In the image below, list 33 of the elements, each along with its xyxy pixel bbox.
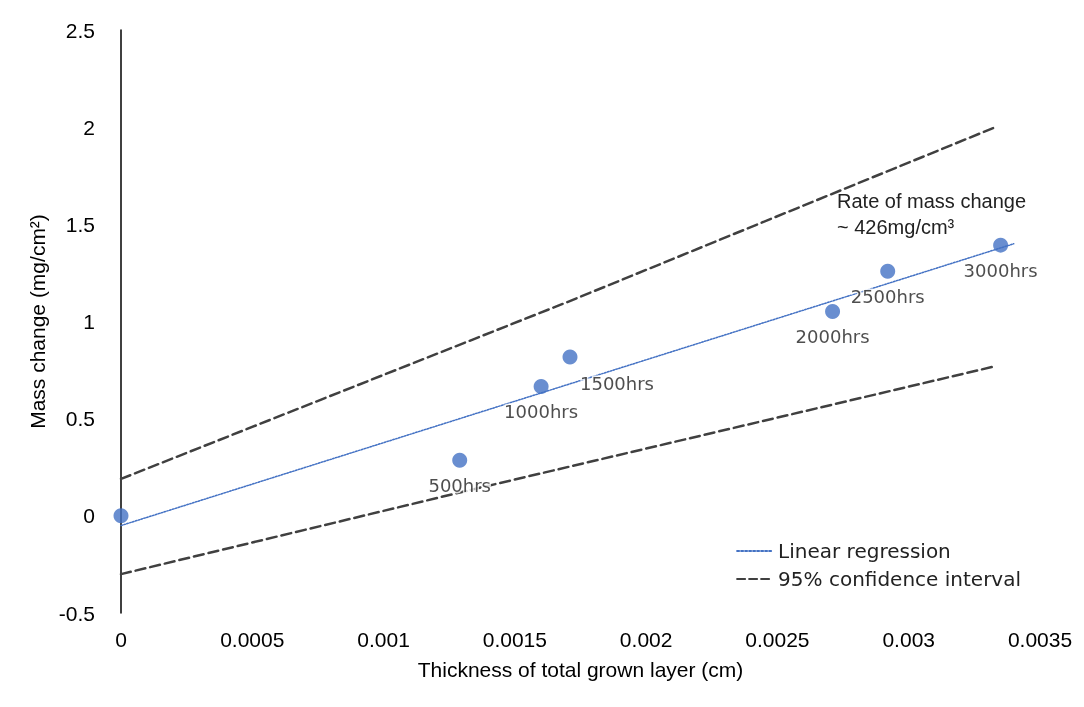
point [562, 349, 578, 365]
y-tick-label: 2 [83, 115, 95, 139]
point [825, 303, 841, 319]
x-tick-label: 0.0005 [220, 628, 285, 651]
point [533, 378, 549, 394]
annotation: 500hrs [428, 474, 491, 496]
y-tick-label: -0.5 [58, 601, 95, 625]
y-tick-label: 2.5 [65, 18, 95, 42]
point [113, 508, 129, 524]
annotation: 1000hrs [504, 400, 579, 422]
annotation: 2500hrs [850, 285, 925, 307]
x-axis-title: Thickness of total grown layer (cm) [417, 658, 744, 681]
legend-label: 95% confidence interval [778, 567, 1022, 591]
annotation: Rate of mass change ~ 426mg/cm³ [837, 190, 1027, 238]
legend-label: Linear regression [778, 539, 951, 563]
x-tick-label: 0.002 [619, 628, 673, 651]
y-tick-label: 0.5 [65, 407, 95, 431]
point [880, 263, 896, 279]
y-axis-title: Mass change (mg/cm²) [25, 214, 49, 429]
point [452, 452, 468, 468]
point [993, 237, 1009, 253]
y-tick-label: 1.5 [65, 212, 95, 236]
x-tick-label: 0.0035 [1007, 628, 1073, 651]
y-tick-label: 0 [83, 504, 95, 528]
x-tick-label: 0.0025 [745, 628, 810, 651]
y-tick-label: 1 [83, 310, 95, 333]
annotation: 2000hrs [795, 325, 870, 347]
x-tick-label: 0.001 [357, 628, 410, 651]
x-tick-label: 0.0015 [482, 628, 547, 651]
annotation: 1500hrs [580, 372, 654, 394]
x-tick-label: 0 [115, 628, 127, 651]
x-tick-label: 0.003 [882, 628, 935, 651]
annotation: 3000hrs [963, 259, 1038, 281]
